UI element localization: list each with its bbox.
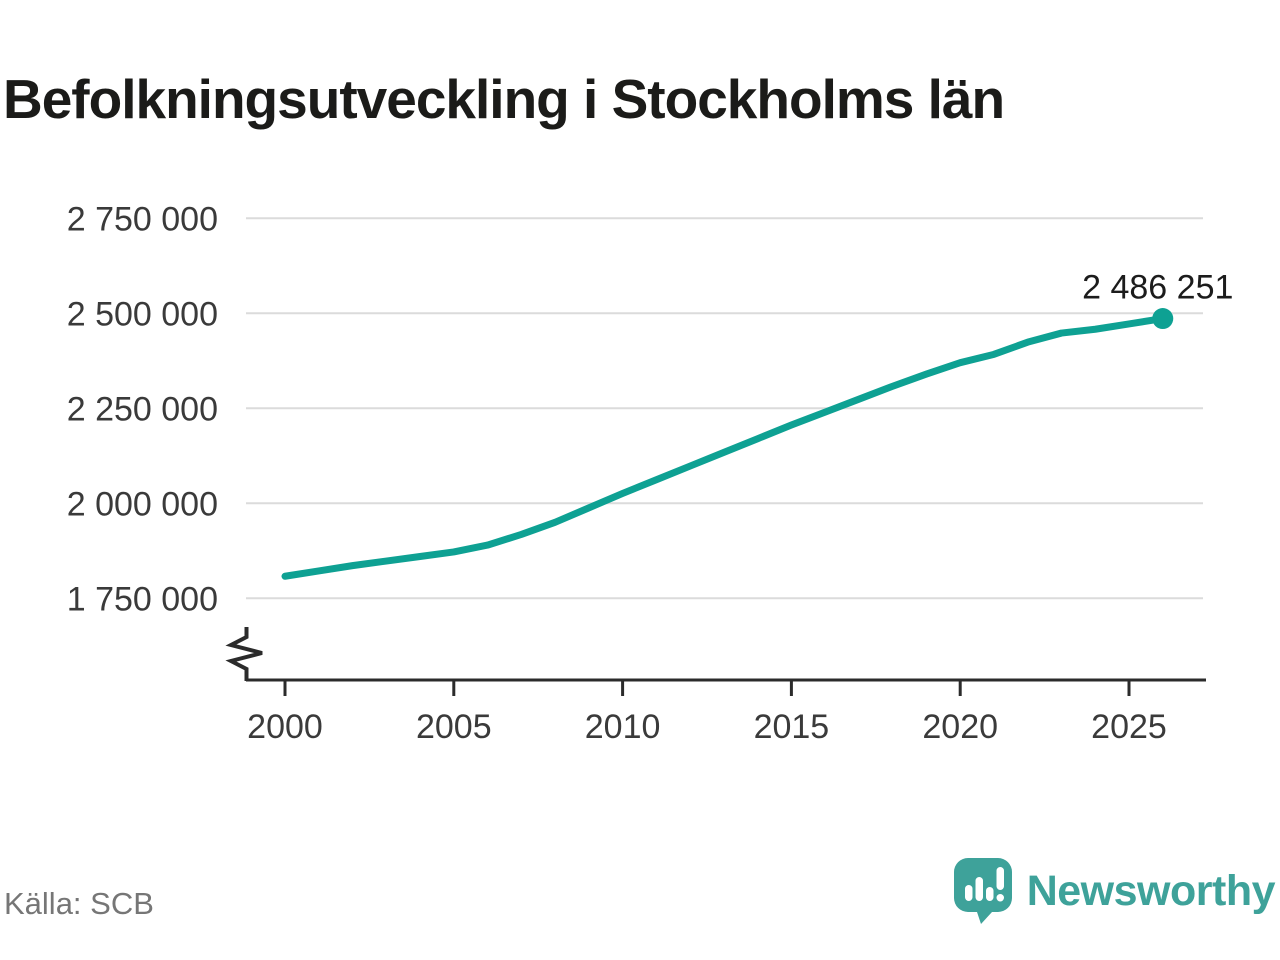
logo-exclamation-dot <box>996 894 1004 902</box>
y-axis-tick-label: 2 250 000 <box>67 390 218 428</box>
x-axis-tick-label: 2005 <box>416 708 492 746</box>
newsworthy-logo: Newsworthy <box>953 858 1276 924</box>
logo-bar-short <box>964 885 973 901</box>
x-axis-tick-label: 2025 <box>1091 708 1167 746</box>
logo-bar-medium <box>985 887 994 901</box>
x-axis-tick-label: 2010 <box>585 708 661 746</box>
newsworthy-wordmark: Newsworthy <box>1026 866 1276 915</box>
page-title: Befolkningsutveckling i Stockholms län <box>3 67 1005 130</box>
x-axis-tick-label: 2020 <box>922 708 998 746</box>
x-axis-tick-label: 2015 <box>754 708 830 746</box>
axis-break-icon <box>225 627 263 681</box>
y-axis-tick-label: 2 000 000 <box>67 485 218 523</box>
y-axis-tick-label: 2 750 000 <box>67 200 218 238</box>
population-line-chart: 2 750 000 2 500 000 2 250 000 2 000 000 1 75… <box>67 200 1234 746</box>
y-axis-tick-label: 2 500 000 <box>67 295 218 333</box>
end-value-label: 2 486 251 <box>1082 269 1233 307</box>
population-line <box>281 315 1167 580</box>
y-axis-tick-label: 1 750 000 <box>67 580 218 618</box>
logo-bar-tall <box>975 877 983 901</box>
x-axis-tick-label: 2000 <box>247 708 323 746</box>
logo-exclamation-stem <box>996 867 1004 890</box>
newsworthy-logo-icon <box>953 858 1012 924</box>
source-note: Källa: SCB <box>4 886 154 921</box>
endpoint-dot <box>1152 308 1174 330</box>
